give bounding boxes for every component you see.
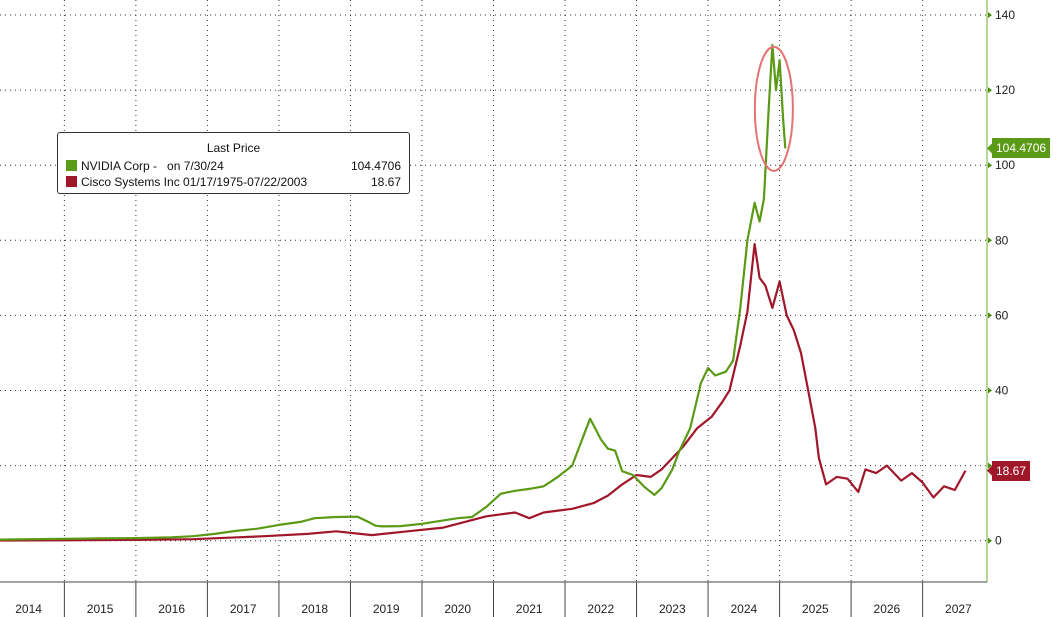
x-tick-label: 2024: [730, 602, 757, 616]
x-tick-label: 2014: [15, 602, 42, 616]
x-tick-label: 2022: [587, 602, 614, 616]
y-tick-label: 80: [995, 233, 1009, 247]
y-tick-mark: [988, 387, 992, 394]
y-tick-label: 0: [995, 534, 1002, 548]
y-tick-label: 60: [995, 308, 1009, 322]
y-tick-mark: [988, 312, 992, 319]
x-tick-label: 2017: [230, 602, 257, 616]
legend-label-cisco: Cisco Systems Inc 01/17/1975-07/22/2003: [81, 175, 308, 189]
x-tick-label: 2020: [444, 602, 471, 616]
last-value-tag-pointer: [987, 464, 993, 477]
x-tick-label: 2023: [659, 602, 686, 616]
y-tick-mark: [988, 162, 992, 169]
x-tick-label: 2018: [301, 602, 328, 616]
y-tick-mark: [988, 462, 992, 469]
x-tick-label: 2026: [874, 602, 901, 616]
legend-entry-nvidia: NVIDIA Corp - on 7/30/24 104.4706: [66, 158, 401, 174]
legend-swatch-cisco: [66, 176, 77, 187]
x-tick-label: 2015: [87, 602, 114, 616]
legend-title: Last Price: [206, 141, 261, 155]
series-line-nvidia: [0, 44, 787, 541]
legend-value-cisco: 18.67: [370, 175, 401, 189]
y-tick-label: 100: [995, 158, 1015, 172]
y-tick-label: 120: [995, 83, 1015, 97]
last-value-tag-cisco: 18.67: [992, 460, 1031, 481]
x-tick-label: 2016: [158, 602, 185, 616]
y-tick-mark: [988, 12, 992, 19]
last-value-tag-pointer: [987, 142, 993, 155]
x-tick-label: 2019: [373, 602, 400, 616]
legend-entry-cisco: Cisco Systems Inc 01/17/1975-07/22/2003 …: [66, 174, 401, 190]
last-value-tag-nvidia: 104.4706: [992, 138, 1051, 159]
series-line-cisco: [0, 243, 967, 542]
x-tick-label: 2027: [945, 602, 972, 616]
y-tick-mark: [988, 537, 992, 544]
y-tick-label: 40: [995, 384, 1009, 398]
x-tick-label: 2021: [516, 602, 543, 616]
y-tick-label: 140: [995, 8, 1015, 22]
peak-highlight-circle: [753, 45, 794, 172]
y-tick-mark: [988, 237, 992, 244]
legend: Last Price NVIDIA Corp - on 7/30/24 104.…: [57, 132, 410, 194]
legend-swatch-nvidia: [66, 160, 77, 171]
x-tick-label: 2025: [802, 602, 829, 616]
legend-value-nvidia: 104.4706: [350, 159, 401, 173]
y-tick-mark: [988, 87, 992, 94]
legend-label-nvidia: NVIDIA Corp - on 7/30/24: [81, 159, 224, 173]
